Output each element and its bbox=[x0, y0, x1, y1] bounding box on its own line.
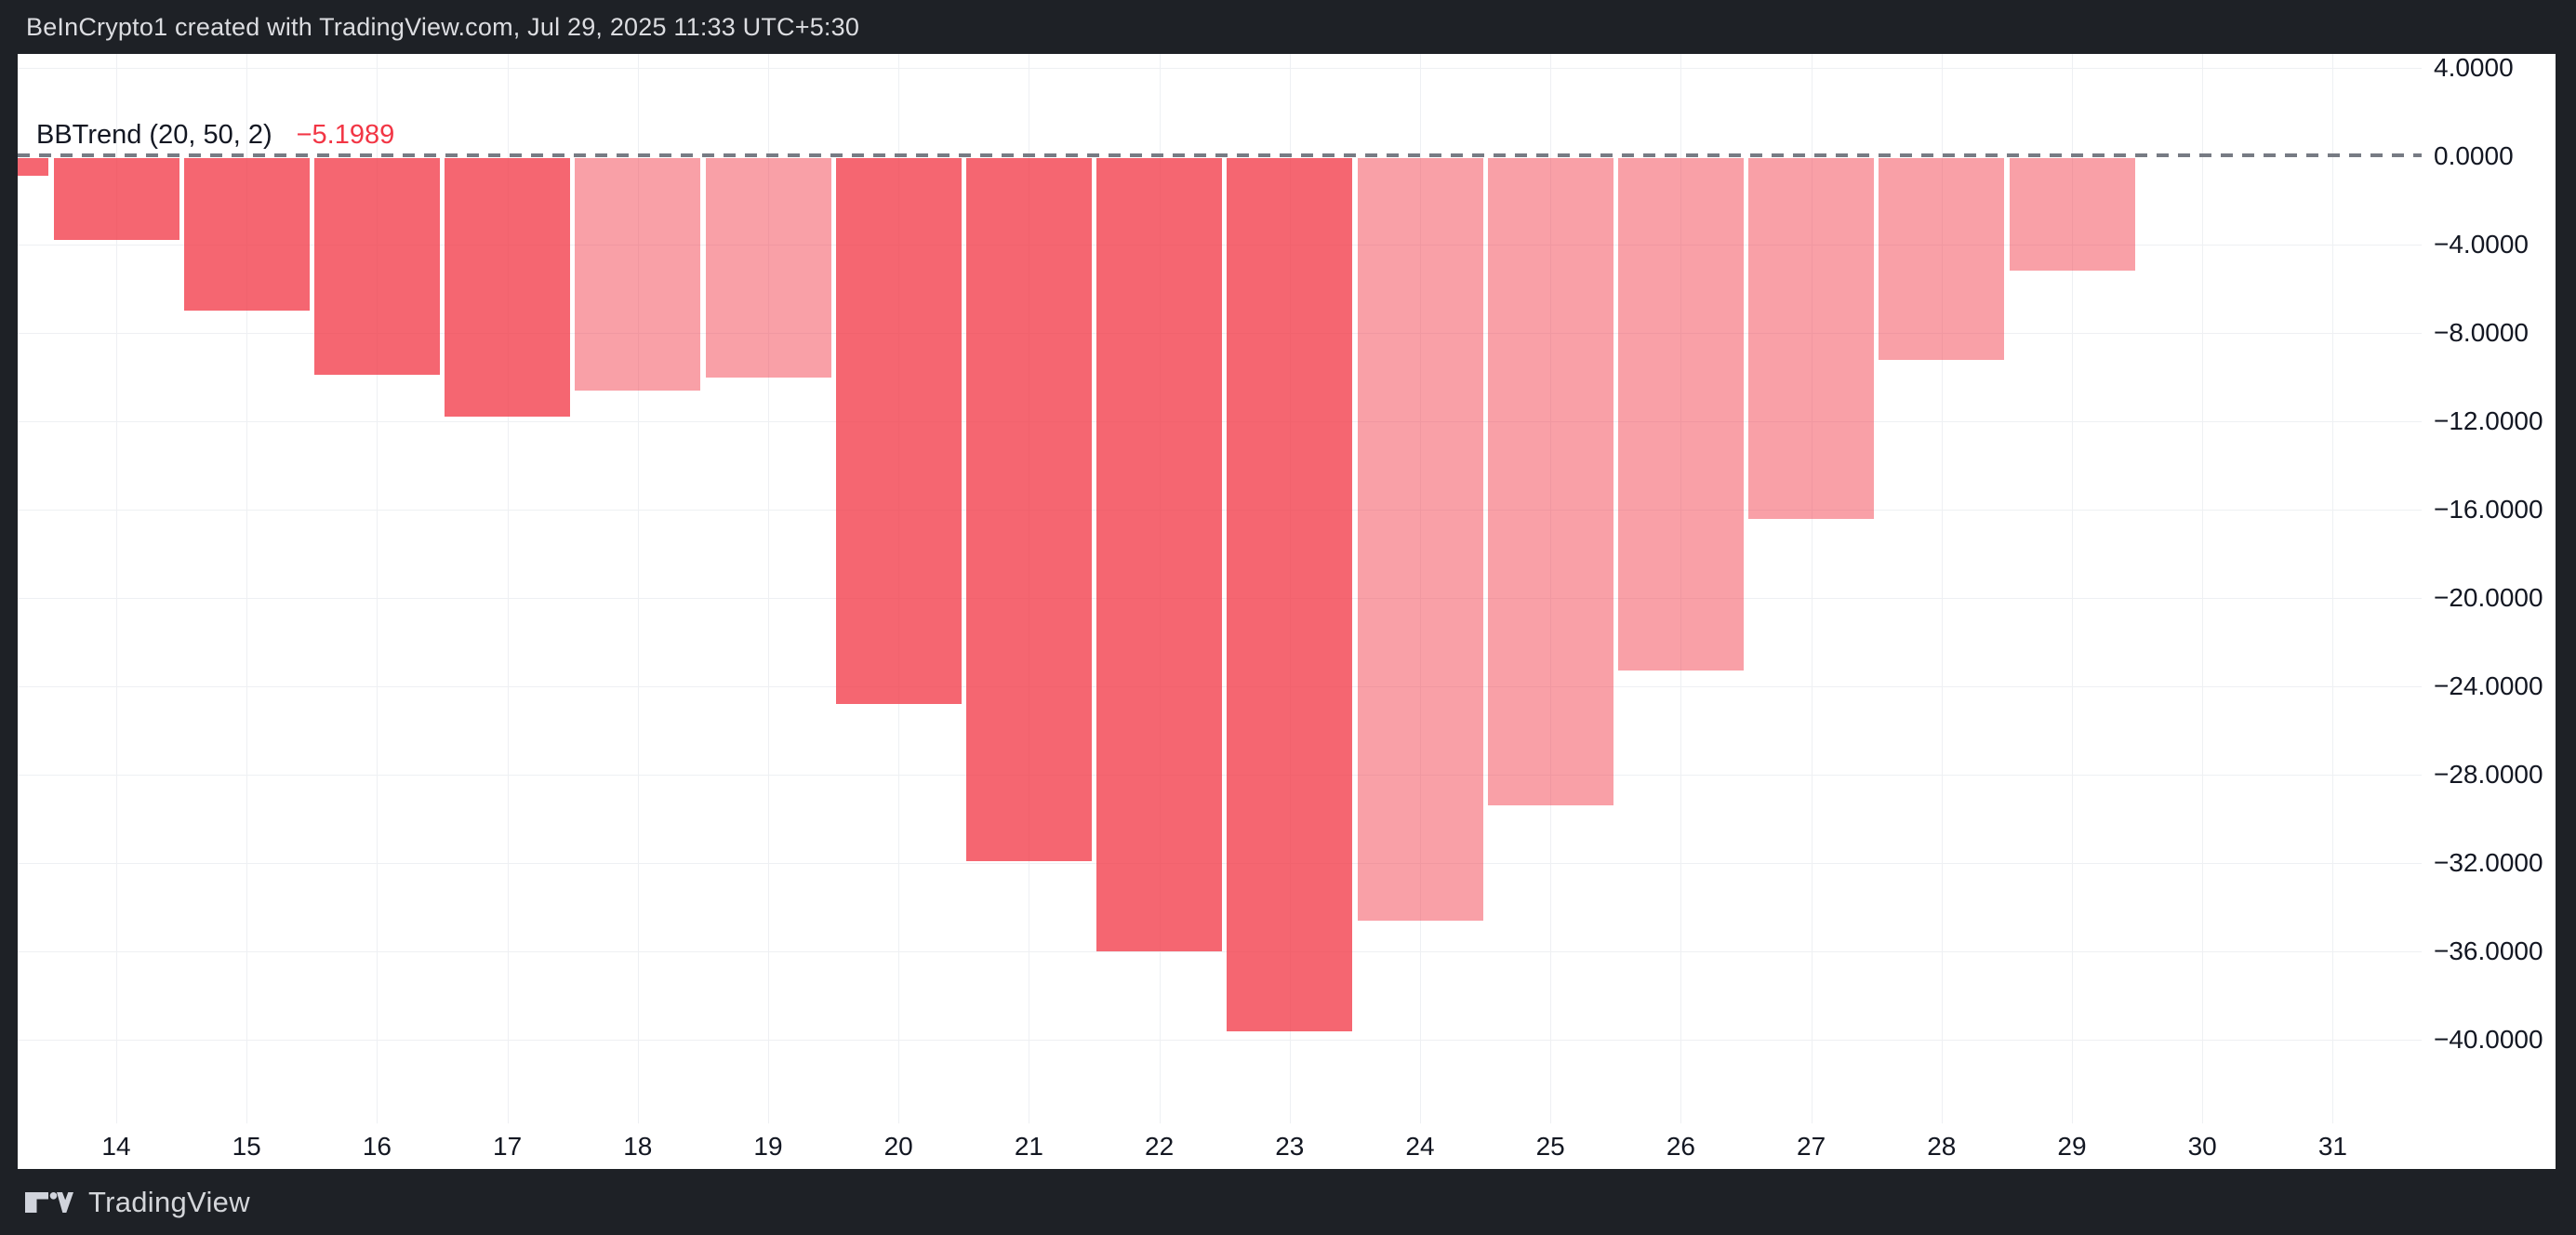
bar-24[interactable] bbox=[1357, 158, 1483, 921]
snapshot-footer: TradingView bbox=[0, 1169, 2576, 1235]
y-tick-label: −28.0000 bbox=[2434, 760, 2543, 789]
vertical-gridline bbox=[246, 54, 248, 1123]
bar-20[interactable] bbox=[835, 158, 962, 704]
bar-14[interactable] bbox=[53, 158, 179, 241]
vertical-gridline bbox=[1420, 54, 1421, 1123]
vertical-gridline bbox=[1941, 54, 1943, 1123]
y-tick-label: −36.0000 bbox=[2434, 936, 2543, 965]
vertical-gridline bbox=[377, 54, 378, 1123]
y-tick-label: −4.0000 bbox=[2434, 230, 2529, 259]
x-tick-label: 26 bbox=[1666, 1132, 1695, 1161]
x-tick-label: 31 bbox=[2317, 1132, 2347, 1161]
indicator-name: BBTrend (20, 50, 2) bbox=[36, 120, 272, 150]
x-tick-label: 16 bbox=[362, 1132, 392, 1161]
tradingview-brand-text[interactable]: TradingView bbox=[88, 1185, 250, 1218]
y-tick-label: 0.0000 bbox=[2434, 141, 2514, 170]
bar-16[interactable] bbox=[313, 158, 440, 376]
vertical-gridline bbox=[2072, 54, 2073, 1123]
x-tick-label: 23 bbox=[1275, 1132, 1305, 1161]
y-tick-label: −40.0000 bbox=[2434, 1025, 2543, 1054]
horizontal-gridline bbox=[18, 1040, 2422, 1041]
bar-27[interactable] bbox=[1748, 158, 1875, 519]
vertical-gridline bbox=[2332, 54, 2334, 1123]
bar-19[interactable] bbox=[705, 158, 831, 378]
bar-13[interactable] bbox=[18, 158, 49, 177]
x-tick-label: 24 bbox=[1405, 1132, 1435, 1161]
y-tick-label: −16.0000 bbox=[2434, 495, 2543, 524]
vertical-gridline bbox=[507, 54, 509, 1123]
vertical-gridline bbox=[116, 54, 117, 1123]
horizontal-gridline bbox=[18, 68, 2422, 69]
x-tick-label: 29 bbox=[2057, 1132, 2087, 1161]
x-tick-label: 30 bbox=[2187, 1132, 2217, 1161]
vertical-gridline bbox=[1550, 54, 1552, 1123]
y-tick-label: 4.0000 bbox=[2434, 54, 2514, 82]
x-tick-label: 15 bbox=[232, 1132, 261, 1161]
bar-28[interactable] bbox=[1879, 158, 2005, 360]
vertical-gridline bbox=[2202, 54, 2204, 1123]
x-tick-label: 14 bbox=[101, 1132, 131, 1161]
bar-29[interactable] bbox=[2009, 158, 2135, 272]
chart-panel[interactable]: 4.0000 0.0000 −4.0000 −8.0000 −12.0000 −16.00… bbox=[18, 54, 2556, 1169]
horizontal-gridline bbox=[18, 951, 2422, 952]
snapshot-title: BeInCrypto1 created with TradingView.com… bbox=[26, 12, 860, 41]
vertical-gridline bbox=[637, 54, 639, 1123]
bar-26[interactable] bbox=[1617, 158, 1744, 671]
x-tick-label: 20 bbox=[883, 1132, 913, 1161]
bar-23[interactable] bbox=[1227, 158, 1353, 1031]
bar-22[interactable] bbox=[1096, 158, 1223, 951]
y-tick-label: −20.0000 bbox=[2434, 583, 2543, 612]
y-tick-label: −24.0000 bbox=[2434, 671, 2543, 700]
x-tick-label: 28 bbox=[1927, 1132, 1957, 1161]
x-tick-label: 27 bbox=[1797, 1132, 1826, 1161]
bar-25[interactable] bbox=[1487, 158, 1613, 806]
x-tick-label: 18 bbox=[623, 1132, 653, 1161]
indicator-legend[interactable]: BBTrend (20, 50, 2) −5.1989 bbox=[36, 121, 394, 149]
y-tick-label: −12.0000 bbox=[2434, 406, 2543, 435]
x-tick-label: 19 bbox=[753, 1132, 783, 1161]
bar-15[interactable] bbox=[183, 158, 310, 312]
zero-line bbox=[18, 153, 2422, 157]
y-tick-label: −8.0000 bbox=[2434, 318, 2529, 347]
x-tick-label: 22 bbox=[1145, 1132, 1175, 1161]
x-tick-label: 21 bbox=[1014, 1132, 1043, 1161]
x-tick-label: 25 bbox=[1535, 1132, 1565, 1161]
vertical-gridline bbox=[1680, 54, 1682, 1123]
x-tick-label: 17 bbox=[493, 1132, 523, 1161]
snapshot-header: BeInCrypto1 created with TradingView.com… bbox=[0, 0, 2576, 54]
tradingview-logo-icon[interactable] bbox=[25, 1191, 73, 1213]
bar-18[interactable] bbox=[575, 158, 701, 391]
y-tick-label: −32.0000 bbox=[2434, 848, 2543, 877]
indicator-last-value: −5.1989 bbox=[296, 120, 395, 150]
bar-21[interactable] bbox=[965, 158, 1092, 861]
bar-17[interactable] bbox=[445, 158, 571, 418]
vertical-gridline bbox=[768, 54, 769, 1123]
